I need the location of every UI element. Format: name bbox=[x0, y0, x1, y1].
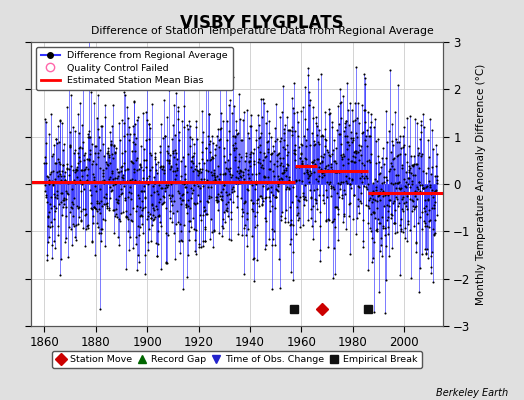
Text: Berkeley Earth: Berkeley Earth bbox=[436, 388, 508, 398]
Text: Difference of Station Temperature Data from Regional Average: Difference of Station Temperature Data f… bbox=[91, 26, 433, 36]
Y-axis label: Monthly Temperature Anomaly Difference (°C): Monthly Temperature Anomaly Difference (… bbox=[476, 63, 486, 305]
Text: VISBY FLYGPLATS: VISBY FLYGPLATS bbox=[180, 14, 344, 32]
Legend: Station Move, Record Gap, Time of Obs. Change, Empirical Break: Station Move, Record Gap, Time of Obs. C… bbox=[52, 351, 422, 368]
